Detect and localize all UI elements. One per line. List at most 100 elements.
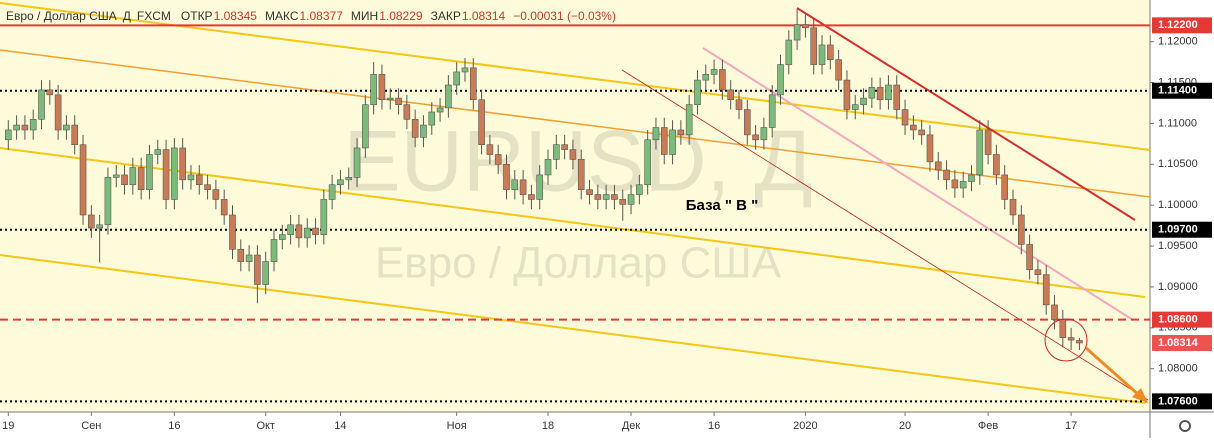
ohlc-label: ЗАКР: [431, 9, 461, 23]
candle-body: [1042, 274, 1050, 306]
candle-body: [793, 24, 801, 41]
candle-body: [179, 147, 186, 181]
candle-body: [428, 111, 436, 126]
level-label: 1.07600: [1158, 395, 1198, 407]
x-tick-label: 14: [334, 420, 346, 432]
plot-background: [0, 0, 1150, 412]
candle-body: [38, 89, 45, 120]
level-tag: [1152, 82, 1212, 99]
candle-body: [760, 127, 768, 141]
candle-body: [843, 79, 851, 110]
candle-body: [171, 147, 178, 200]
candle-body: [561, 144, 568, 150]
candle-body: [685, 104, 693, 136]
last-price-label: 1.08314: [1158, 337, 1199, 349]
candle-body: [237, 249, 245, 262]
y-tick-label: 1.09500: [1158, 240, 1198, 252]
candle-body: [386, 97, 394, 101]
candle-body: [818, 44, 826, 65]
candle-body: [727, 89, 734, 101]
settings-icon[interactable]: [1179, 420, 1191, 432]
candle-body: [719, 69, 726, 91]
candle-body: [279, 234, 286, 240]
candle-body: [943, 169, 950, 181]
annotation: База " В ": [686, 197, 758, 214]
candle-body: [918, 129, 925, 136]
ohlc-value: 1.08377: [300, 9, 344, 23]
candle-body: [245, 254, 253, 262]
candle-body: [486, 144, 494, 155]
candle-body: [54, 94, 62, 131]
ohlc-value: 1.08345: [214, 9, 258, 23]
y-tick-label: 1.12000: [1158, 36, 1198, 48]
candle-body: [1034, 269, 1042, 275]
trend-line: [621, 69, 1149, 401]
candle-body: [121, 174, 128, 186]
candle-body: [96, 224, 103, 229]
candle-body: [627, 194, 635, 205]
candle-body: [71, 124, 79, 145]
candle-body: [586, 189, 593, 195]
level-label: 1.12200: [1158, 19, 1198, 31]
candle-body: [860, 97, 867, 105]
candle-body: [370, 74, 377, 105]
candle-body: [104, 177, 112, 226]
x-tick-label: 18: [542, 420, 554, 432]
candle-body: [212, 189, 220, 200]
candle-body: [876, 87, 884, 101]
candle-body: [328, 184, 336, 200]
candle-body: [959, 181, 967, 189]
candle-body: [644, 139, 651, 186]
candle-body: [868, 87, 876, 99]
candle-body: [735, 99, 743, 110]
candle-body: [378, 74, 386, 101]
x-tick-label: Сен: [81, 420, 101, 432]
candle-body: [993, 154, 1000, 176]
candle-body: [146, 154, 153, 190]
candle-body: [528, 194, 535, 200]
interval: Д: [123, 9, 131, 23]
ohlc-label: ОТКР: [181, 9, 213, 23]
candle-body: [403, 104, 411, 120]
candle-body: [768, 94, 776, 128]
candle-body: [21, 124, 29, 131]
gear[interactable]: [1179, 420, 1191, 432]
candle-body: [287, 224, 294, 235]
change: −0.00031 (−0.03%): [513, 9, 616, 23]
candle-body: [345, 177, 353, 181]
x-tick-label: Фев: [978, 420, 998, 432]
markup: [1044, 318, 1148, 403]
time-axis: [0, 412, 1150, 438]
y-tick-label: 1.09000: [1158, 281, 1198, 293]
trend-line: [0, 2, 1151, 151]
price-axis: [1150, 0, 1214, 438]
candle-body: [901, 109, 909, 126]
candle-body: [270, 239, 278, 262]
ohlc-label: МАКС: [265, 9, 299, 23]
ohlc-label: МИН: [351, 9, 378, 23]
x-tick-label: 2020: [793, 420, 817, 432]
candle-body: [1059, 319, 1067, 338]
candle-body: [13, 124, 20, 131]
x-tick-label: 16: [168, 420, 180, 432]
candle-body: [137, 167, 145, 190]
y-tick-label: 1.10500: [1158, 158, 1198, 170]
candle-body: [154, 149, 162, 155]
x-tick-label: 20: [899, 420, 911, 432]
level-tag: [1152, 17, 1212, 34]
x-tick-label: Окт: [256, 420, 275, 432]
candle-body: [810, 27, 818, 65]
candle-body: [129, 167, 137, 186]
y-tick-label: 1.10000: [1158, 199, 1198, 211]
candle-body: [362, 104, 369, 149]
x-tick-label: 17: [1065, 420, 1077, 432]
candle-body: [63, 124, 70, 131]
candle-body: [544, 159, 552, 176]
candle-body: [320, 199, 328, 235]
candle-body: [411, 119, 419, 138]
candle-body: [469, 67, 477, 101]
candle-body: [594, 194, 602, 200]
candle-body: [677, 129, 685, 136]
candle-body: [5, 129, 12, 141]
